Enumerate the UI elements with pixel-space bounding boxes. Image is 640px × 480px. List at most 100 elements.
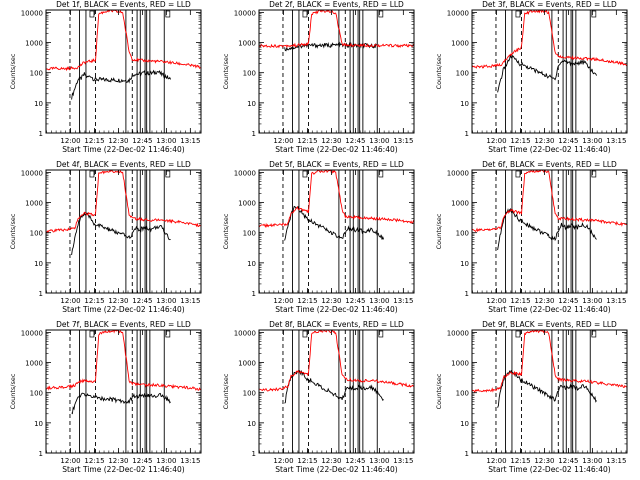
x-tick-label: 12:30: [108, 457, 128, 465]
y-tick-label: 1: [252, 130, 256, 138]
plot-area: [472, 330, 627, 453]
plot-frame: [45, 329, 202, 454]
x-tick-label: 12:45: [558, 457, 578, 465]
plot-area: [472, 170, 627, 293]
x-axis-label: Start Time (22-Dec-02 11:46:40): [62, 145, 184, 154]
panel-det-8: Det 8f, BLACK = Events, RED = LLD 1 10 100 1…: [222, 320, 415, 474]
x-tick-label: 12:15: [84, 457, 104, 465]
x-tick-label: 12:00: [486, 137, 506, 145]
y-tick-label: 100: [30, 230, 43, 238]
series-lld: [46, 170, 201, 234]
x-tick-label: 12:00: [273, 457, 293, 465]
panel-det-5: Det 5f, BLACK = Events, RED = LLD 1 10 100 1…: [222, 160, 415, 314]
y-tick-label: 1: [252, 290, 256, 298]
x-tick-label: 12:00: [60, 457, 80, 465]
x-tick-label: 12:45: [345, 137, 365, 145]
plot-frame: [471, 9, 628, 134]
x-tick-label: 13:00: [369, 297, 389, 305]
x-tick-label: 12:00: [273, 137, 293, 145]
series-events: [284, 369, 384, 404]
panel-det-4: Det 4f, BLACK = Events, RED = LLD 1 10 100 1…: [9, 160, 202, 314]
y-axis-label: Counts/sec: [9, 373, 17, 409]
panel-det-6: Det 6f, BLACK = Events, RED = LLD 1 10 100 1…: [435, 160, 628, 314]
y-axis-label: Counts/sec: [222, 373, 230, 409]
x-tick-label: 12:15: [510, 137, 530, 145]
x-tick-label: 13:15: [393, 137, 413, 145]
x-axis-label: Start Time (22-Dec-02 11:46:40): [488, 145, 610, 154]
panel-title: Det 7f, BLACK = Events, RED = LLD: [56, 320, 191, 329]
y-tick-label: 10000: [447, 169, 469, 177]
y-tick-label: 10: [247, 260, 256, 268]
x-tick-label: 13:00: [156, 297, 176, 305]
annotation-marker: [89, 170, 95, 178]
y-tick-label: 100: [456, 230, 469, 238]
y-tick-label: 1000: [451, 360, 469, 368]
series-lld: [472, 170, 627, 233]
y-axis-label: Counts/sec: [435, 213, 443, 249]
y-tick-label: 10: [460, 260, 469, 268]
plot-frame: [258, 169, 415, 294]
plot-frame: [45, 9, 202, 134]
x-axis-label: Start Time (22-Dec-02 11:46:40): [275, 465, 397, 474]
y-tick-label: 1000: [451, 200, 469, 208]
series-lld: [259, 10, 414, 49]
panel-title: Det 1f, BLACK = Events, RED = LLD: [56, 0, 191, 9]
y-tick-label: 10000: [234, 9, 256, 17]
y-tick-label: 100: [456, 390, 469, 398]
y-tick-label: 1: [465, 450, 469, 458]
y-tick-label: 1: [39, 130, 43, 138]
annotation-marker: [378, 330, 384, 338]
y-tick-label: 10000: [234, 329, 256, 337]
panel-det-1: Det 1f, BLACK = Events, RED = LLD 1 10 100 1…: [9, 0, 202, 154]
x-tick-label: 12:30: [321, 457, 341, 465]
x-tick-label: 12:15: [510, 297, 530, 305]
x-tick-label: 13:00: [369, 137, 389, 145]
x-tick-label: 12:15: [297, 137, 317, 145]
y-tick-label: 100: [243, 230, 256, 238]
x-tick-label: 12:00: [486, 297, 506, 305]
x-axis-label: Start Time (22-Dec-02 11:46:40): [275, 145, 397, 154]
x-tick-label: 12:15: [510, 457, 530, 465]
panel-det-7: Det 7f, BLACK = Events, RED = LLD 1 10 100 1…: [9, 320, 202, 474]
annotation-marker: [89, 10, 95, 18]
y-tick-label: 1: [465, 130, 469, 138]
series-lld: [259, 170, 414, 228]
series-lld: [472, 10, 627, 69]
y-tick-label: 10: [34, 260, 43, 268]
x-tick-label: 12:15: [84, 137, 104, 145]
series-events: [497, 369, 597, 408]
y-tick-label: 10: [34, 100, 43, 108]
x-tick-label: 12:45: [132, 137, 152, 145]
annotation-marker: [165, 170, 171, 178]
y-tick-label: 10000: [447, 9, 469, 17]
y-tick-label: 1000: [25, 200, 43, 208]
x-tick-label: 13:15: [393, 457, 413, 465]
y-tick-label: 10000: [21, 9, 43, 17]
y-axis-label: Counts/sec: [9, 53, 17, 89]
x-tick-label: 12:30: [534, 137, 554, 145]
annotation-marker: [89, 330, 95, 338]
x-tick-label: 12:45: [345, 297, 365, 305]
plot-frame: [258, 329, 415, 454]
y-axis-label: Counts/sec: [9, 213, 17, 249]
plot-area: [46, 170, 201, 293]
x-tick-label: 13:15: [606, 297, 626, 305]
annotation-marker: [515, 10, 521, 18]
annotation-marker: [302, 10, 308, 18]
x-tick-label: 12:00: [60, 297, 80, 305]
x-tick-label: 12:15: [297, 457, 317, 465]
y-tick-label: 10: [460, 420, 469, 428]
annotation-marker: [591, 330, 597, 338]
x-tick-label: 12:30: [321, 137, 341, 145]
x-tick-label: 13:15: [606, 137, 626, 145]
series-events: [497, 54, 598, 93]
panel-title: Det 9f, BLACK = Events, RED = LLD: [482, 320, 617, 329]
y-tick-label: 1000: [451, 40, 469, 48]
series-events: [71, 211, 171, 256]
y-axis-label: Counts/sec: [222, 53, 230, 89]
x-tick-label: 12:30: [534, 457, 554, 465]
x-tick-label: 12:45: [558, 137, 578, 145]
series-events: [71, 392, 171, 415]
y-tick-label: 100: [30, 70, 43, 78]
y-axis-label: Counts/sec: [222, 213, 230, 249]
